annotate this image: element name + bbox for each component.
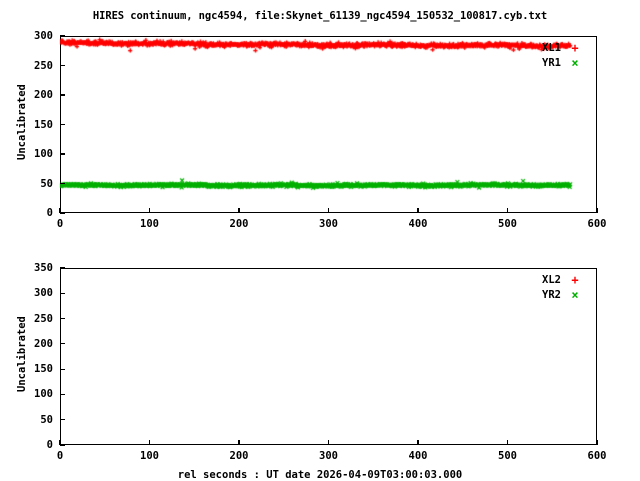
y-axis-tick xyxy=(60,123,65,126)
y-axis-tick xyxy=(60,212,65,214)
y-axis-tick xyxy=(60,35,65,37)
x-axis-tick xyxy=(59,208,61,213)
x-axis-tick-label: 100 xyxy=(140,450,159,462)
legend-marker-xl1: + xyxy=(571,41,579,55)
y-axis-tick-label: 0 xyxy=(46,207,53,219)
y-axis-tick-label: 50 xyxy=(40,413,53,426)
y-axis-tick-label: 250 xyxy=(34,312,53,325)
x-axis-tick-label: 0 xyxy=(56,450,64,462)
x-axis-tick-label: 600 xyxy=(587,450,607,462)
legend-label-yr1: YR1 xyxy=(542,57,561,69)
y-axis-tick-label: 150 xyxy=(34,118,53,131)
chart-panel-bottom: 0 50 100 150 200 250 300 350 0 100 200 300 400 500 600… xyxy=(0,236,640,481)
legend-marker-xl2: + xyxy=(571,273,579,287)
x-axis-tick-label: 0 xyxy=(56,218,64,230)
legend-marker-yr2: × xyxy=(571,288,579,302)
x-axis-tick xyxy=(59,440,61,445)
y-axis-tick xyxy=(60,368,65,370)
y-axis-tick xyxy=(60,343,65,345)
y-axis-tick-label: 50 xyxy=(40,177,53,190)
x-axis-tick-label: 500 xyxy=(498,218,517,230)
x-axis-tick xyxy=(148,208,151,213)
y-axis-tick xyxy=(60,317,65,320)
legend-marker-yr1: × xyxy=(571,56,579,70)
x-axis-tick xyxy=(506,208,509,213)
y-axis-tick xyxy=(60,64,65,67)
y-axis-tick xyxy=(60,267,65,269)
x-axis-tick xyxy=(238,208,240,213)
x-axis-tick-label: 200 xyxy=(229,218,249,230)
y-axis-label-bottom: Uncalibrated xyxy=(16,316,28,392)
x-axis-tick xyxy=(506,440,509,445)
y-axis-tick-label: 200 xyxy=(34,89,53,101)
y-axis-tick xyxy=(60,444,65,446)
y-axis-tick xyxy=(60,94,65,96)
x-axis-tick-label: 100 xyxy=(140,218,159,230)
x-axis-label: rel seconds : UT date 2026-04-09T03:00:0… xyxy=(177,469,463,481)
x-axis-tick xyxy=(148,440,151,445)
x-axis-tick xyxy=(596,440,598,445)
y-axis-tick-label: 100 xyxy=(34,388,53,401)
x-axis-tick-label: 300 xyxy=(319,218,338,230)
y-axis-tick-label: 350 xyxy=(34,262,53,274)
y-axis-tick-label: 0 xyxy=(46,439,53,451)
legend-label-xl1: XL1 xyxy=(542,42,561,54)
x-axis-tick-label: 400 xyxy=(408,218,428,230)
y-axis-tick-label: 200 xyxy=(34,337,53,350)
y-axis-tick-label: 250 xyxy=(34,59,53,72)
y-axis-tick-label: 100 xyxy=(34,148,53,160)
y-axis-tick xyxy=(60,292,65,294)
y-axis-tick xyxy=(60,419,65,421)
x-axis-tick-label: 600 xyxy=(587,218,607,230)
legend-label-xl2: XL2 xyxy=(542,274,561,286)
x-axis-tick xyxy=(596,208,598,213)
y-axis-tick xyxy=(60,393,65,396)
x-axis-tick-label: 200 xyxy=(229,450,249,462)
y-axis-tick-label: 300 xyxy=(34,30,53,42)
x-axis-tick xyxy=(327,208,330,213)
y-axis-tick xyxy=(60,182,65,185)
y-axis-tick-label: 150 xyxy=(34,363,53,376)
x-axis-tick-label: 400 xyxy=(408,450,428,462)
x-axis-tick-label: 500 xyxy=(498,450,517,462)
chart-panel-top: 0 50 100 150 200 250 300 0 100 200 300 400 500 600 Un… xyxy=(0,0,640,236)
legend-label-yr2: YR2 xyxy=(542,289,561,301)
y-axis-tick xyxy=(60,153,65,155)
y-axis-tick-label: 300 xyxy=(34,287,53,300)
y-axis-label-top: Uncalibrated xyxy=(16,84,28,160)
x-axis-tick xyxy=(417,208,419,213)
x-axis-tick xyxy=(238,440,240,445)
x-axis-tick xyxy=(327,440,330,445)
x-axis-tick-label: 300 xyxy=(319,450,338,462)
x-axis-tick xyxy=(417,440,419,445)
